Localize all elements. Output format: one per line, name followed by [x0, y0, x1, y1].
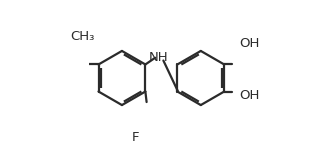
Text: CH₃: CH₃	[70, 30, 95, 43]
Text: OH: OH	[239, 37, 260, 51]
Text: F: F	[131, 131, 139, 144]
Text: OH: OH	[239, 89, 260, 102]
Text: NH: NH	[149, 51, 168, 64]
